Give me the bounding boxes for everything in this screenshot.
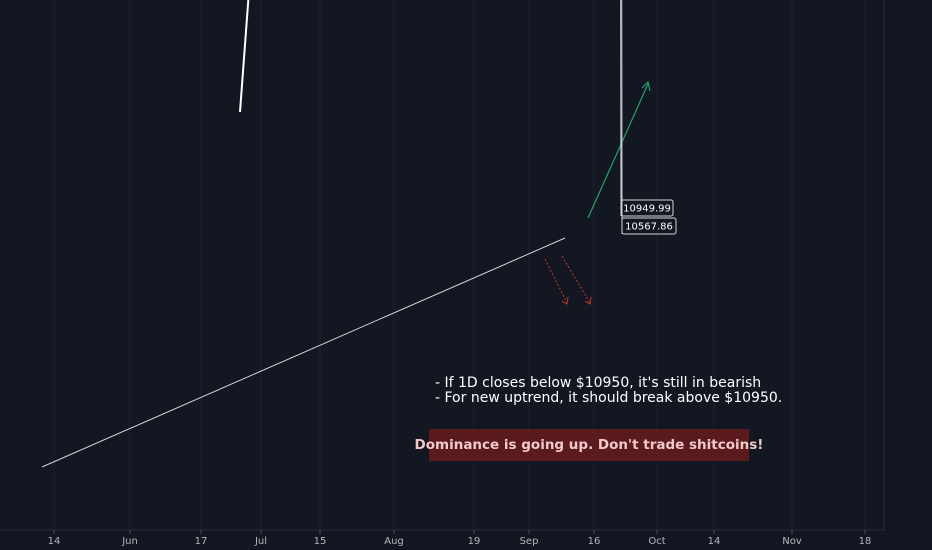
price-axis: 17000.0016000.0015000.0014000.0013200.00… [883,0,885,530]
dominance-banner: Dominance is going up. Don't trade shitc… [415,429,763,461]
price-label-text: 10567.86 [625,222,673,233]
note-line-1: - If 1D closes below $10950, it's still … [435,375,762,391]
time-tick-label: Oct [648,536,665,547]
time-tick-label: Jul [254,536,267,547]
bullish-arrow [587,83,649,219]
time-tick-label: 18 [859,536,872,547]
price-label-connector [620,0,622,217]
time-tick-label: Aug [384,536,404,547]
time-tick-label: Nov [782,536,802,547]
note-line-2: - For new uptrend, it should break above… [435,390,783,406]
descending-trendline [239,0,250,113]
time-tick-label: 15 [314,536,327,547]
time-tick-label: 19 [468,536,481,547]
ascending-trendline [41,237,566,468]
price-label-text: 10949.99 [623,204,671,215]
bearish-arrowhead-2 [584,296,592,305]
time-tick-label: Sep [520,536,539,547]
time-tick-label: Jun [121,536,138,547]
bearish-arrow-2 [561,255,591,304]
price-label-box [620,199,674,217]
bullish-arrowhead [641,80,651,92]
drawings: 10949.99 10567.86 [41,0,677,468]
bearish-arrow-1 [544,258,568,304]
time-tick-label: 14 [708,536,721,547]
time-tick-label: 14 [48,536,61,547]
bearish-arrowhead-1 [561,296,569,305]
time-tick-label: 16 [588,536,601,547]
time-axis: 14 Jun 17 Jul 15 Aug 19 Sep 16 Oct 14 Nov 18 [0,529,884,547]
price-label-box [621,217,677,235]
time-tick-label: 17 [195,536,208,547]
